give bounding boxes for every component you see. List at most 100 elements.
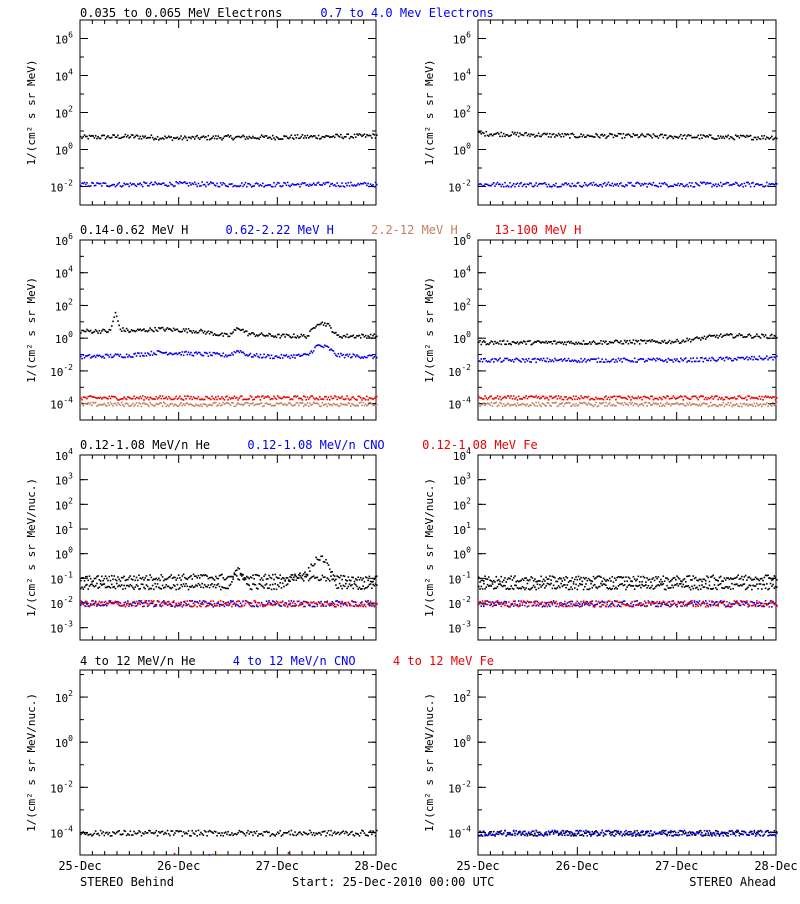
data-point [604, 579, 606, 581]
data-point [167, 398, 169, 400]
data-point [500, 403, 502, 405]
data-point [95, 578, 97, 580]
data-point [243, 605, 245, 607]
data-point [137, 580, 139, 582]
data-point [179, 137, 181, 139]
data-point [654, 358, 656, 360]
data-point [128, 586, 130, 588]
data-point [527, 403, 529, 405]
data-point [645, 342, 647, 344]
data-point [196, 353, 198, 355]
data-point [263, 354, 265, 356]
data-point [211, 404, 213, 406]
data-point [488, 135, 490, 137]
data-point [604, 361, 606, 363]
data-point [204, 399, 206, 401]
data-point [230, 584, 232, 586]
data-point [555, 183, 557, 185]
data-point [341, 588, 343, 590]
data-point [520, 361, 522, 363]
data-point [210, 399, 212, 401]
data-point [162, 605, 164, 607]
data-point [291, 134, 293, 136]
data-point [599, 586, 601, 588]
data-point [243, 353, 245, 355]
data-point [352, 137, 354, 139]
data-point [215, 396, 217, 398]
data-point [272, 574, 274, 576]
data-point [533, 580, 535, 582]
data-point [752, 139, 754, 141]
data-point [776, 356, 778, 358]
data-point [569, 589, 571, 591]
data-point [80, 600, 82, 602]
data-point [91, 583, 93, 585]
data-point [268, 575, 270, 577]
data-point [310, 564, 312, 566]
data-point [325, 580, 327, 582]
data-point [174, 185, 176, 187]
data-point [86, 584, 88, 586]
data-point [325, 605, 327, 607]
data-point [318, 135, 320, 137]
data-point [262, 579, 264, 581]
data-point [658, 186, 660, 188]
y-tick-label: 10-2 [50, 363, 73, 379]
data-point [376, 603, 378, 605]
data-point [361, 405, 363, 407]
data-point [374, 356, 376, 358]
data-point [220, 589, 222, 591]
data-point [689, 587, 691, 589]
data-point [578, 404, 580, 406]
data-point [355, 584, 357, 586]
data-point [639, 136, 641, 138]
data-point [524, 397, 526, 399]
data-point [651, 404, 653, 406]
data-point [196, 398, 198, 400]
data-point [492, 358, 494, 360]
data-point [631, 581, 633, 583]
data-point [479, 340, 481, 342]
data-point [89, 404, 91, 406]
data-point [122, 588, 124, 590]
data-point [656, 578, 658, 580]
data-point [370, 183, 372, 185]
y-tick-label: 102 [453, 105, 471, 121]
data-point [178, 183, 180, 185]
legend-label-3: 13-100 MeV H [495, 223, 582, 237]
data-point [599, 137, 601, 139]
data-point [110, 329, 112, 331]
data-point [164, 601, 166, 603]
data-point [673, 587, 675, 589]
data-point [116, 398, 118, 400]
data-point [80, 356, 82, 358]
data-point [273, 396, 275, 398]
data-point [315, 326, 317, 328]
data-point [742, 579, 744, 581]
data-point [156, 396, 158, 398]
data-point [364, 405, 366, 407]
data-point [522, 342, 524, 344]
data-point [628, 405, 630, 407]
data-point [132, 579, 134, 581]
data-point [143, 399, 145, 401]
data-point [366, 185, 368, 187]
data-point [685, 138, 687, 140]
data-point [273, 604, 275, 606]
data-point [175, 603, 177, 605]
data-point [220, 182, 222, 184]
data-point [292, 574, 294, 576]
data-point [577, 589, 579, 591]
data-point [308, 405, 310, 407]
data-point [483, 606, 485, 608]
data-point [180, 579, 182, 581]
data-point [345, 183, 347, 185]
data-point [513, 361, 515, 363]
data-point [110, 354, 112, 356]
data-point [276, 398, 278, 400]
data-point [165, 328, 167, 330]
data-point [227, 399, 229, 401]
data-point [320, 601, 322, 603]
data-point [289, 576, 291, 578]
data-point [710, 360, 712, 362]
